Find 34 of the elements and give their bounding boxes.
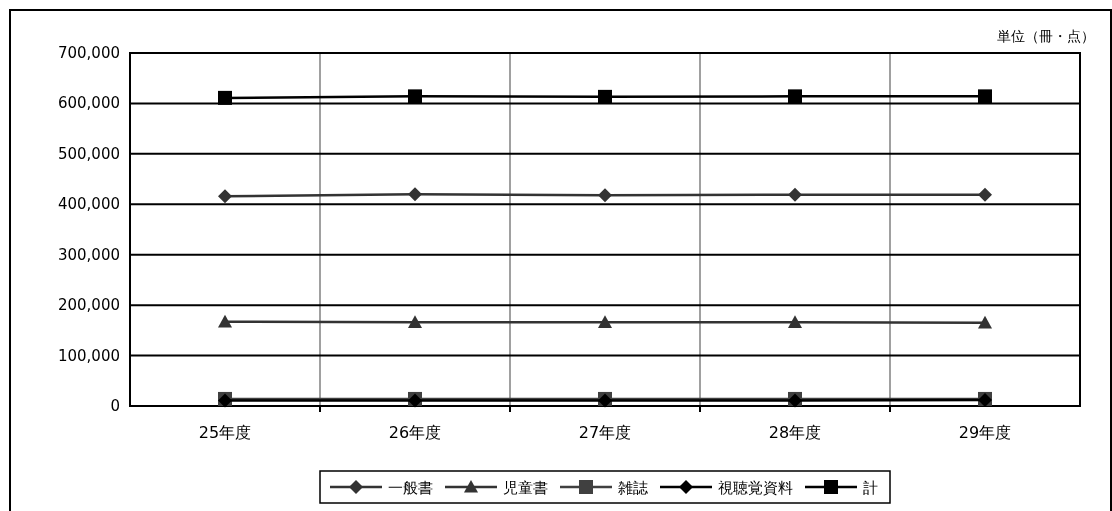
point — [218, 314, 232, 328]
point — [978, 89, 992, 104]
x-tick-label: 29年度 — [958, 423, 1012, 442]
x-tick-label: 26年度 — [388, 423, 442, 442]
y-tick-label: 600,000 — [57, 94, 120, 113]
point — [598, 315, 612, 328]
x-tick-label: 27年度 — [578, 423, 632, 442]
point — [788, 187, 802, 202]
point — [408, 315, 422, 328]
x-tick-label: 28年度 — [768, 423, 822, 442]
point — [408, 89, 422, 104]
legend-label: 一般書 — [388, 479, 433, 497]
y-tick-label: 500,000 — [57, 144, 120, 163]
y-tick-label: 100,000 — [57, 346, 120, 365]
point — [218, 189, 232, 204]
y-tick-label: 300,000 — [57, 245, 120, 264]
legend-label: 視聴覚資料 — [718, 479, 793, 497]
point — [408, 187, 422, 202]
point — [788, 315, 802, 328]
y-tick-label: 700,000 — [57, 44, 120, 62]
legend-label: 雑誌 — [618, 479, 648, 497]
point — [598, 89, 612, 104]
y-tick-label: 0 — [110, 397, 120, 415]
point — [598, 188, 612, 203]
x-tick-label: 25年度 — [198, 423, 252, 442]
point — [218, 90, 232, 105]
point — [978, 187, 992, 202]
text: 単位（冊・点） — [997, 28, 1095, 44]
y-tick-label: 200,000 — [57, 296, 120, 315]
point — [978, 315, 992, 329]
legend-label: 児童書 — [503, 479, 548, 497]
legend-label: 計 — [863, 479, 878, 497]
point — [788, 89, 802, 104]
y-tick-label: 400,000 — [57, 195, 120, 214]
